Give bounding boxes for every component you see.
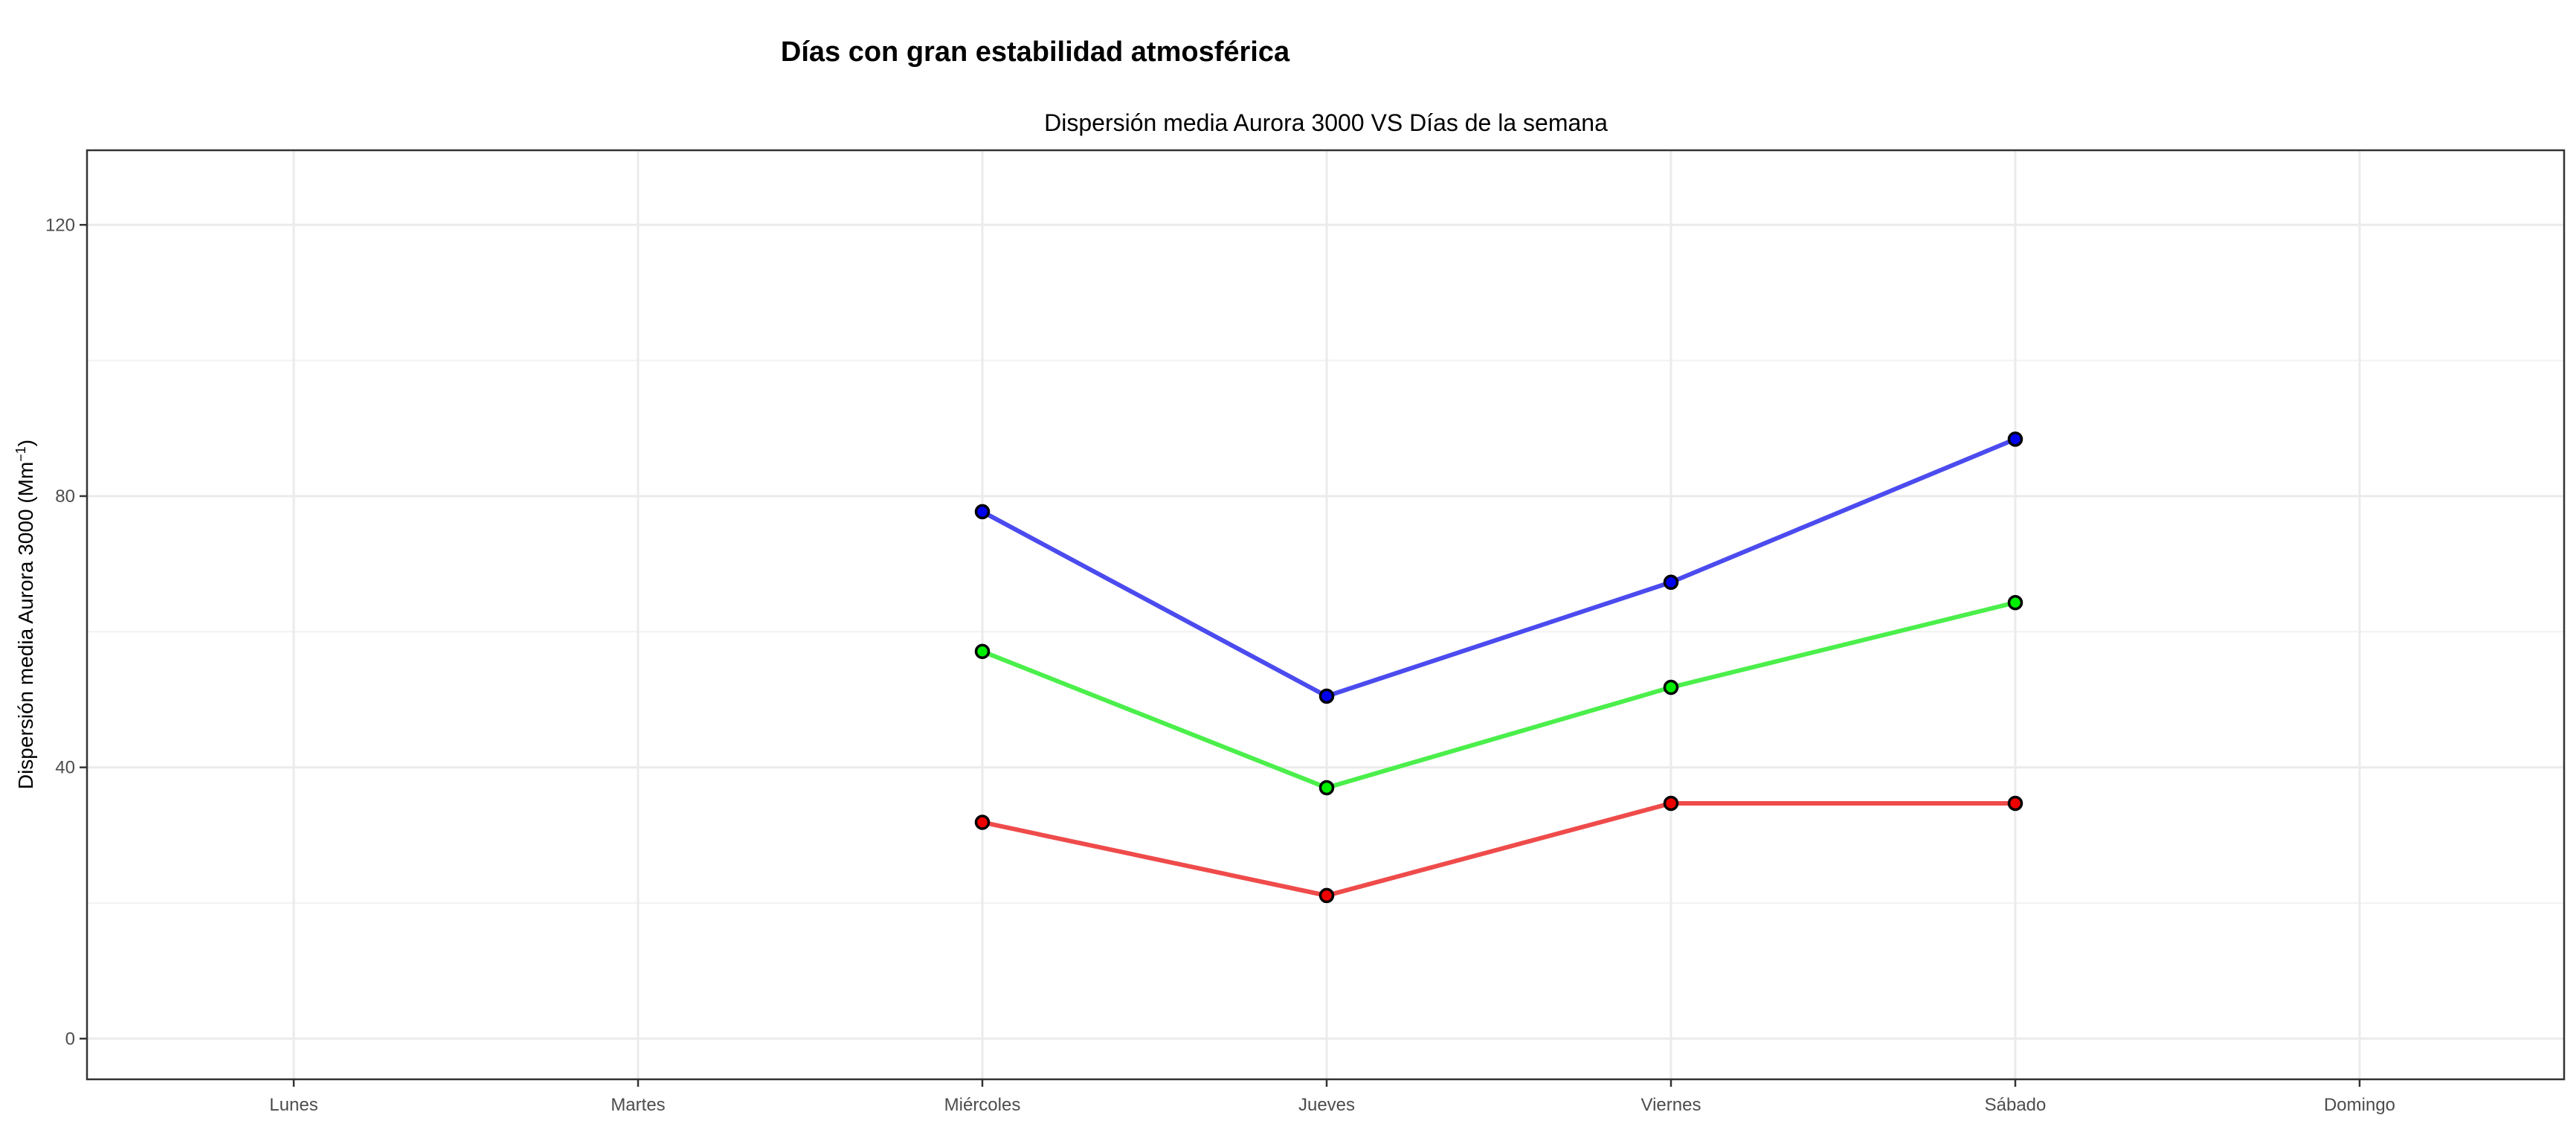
data-point xyxy=(1663,574,1679,590)
data-point xyxy=(1663,795,1679,812)
chart-title: Días con gran estabilidad atmosférica xyxy=(781,36,1290,68)
data-point xyxy=(2007,594,2023,611)
data-point xyxy=(1318,688,1335,704)
data-point xyxy=(1318,887,1335,904)
data-point xyxy=(974,815,991,830)
y-tick-label: 0 xyxy=(65,1029,75,1049)
data-point xyxy=(1663,679,1679,695)
series-line xyxy=(981,600,2016,790)
series-1 xyxy=(974,431,2023,704)
grid-major-lines xyxy=(87,150,2564,1079)
series-3 xyxy=(974,795,2023,904)
x-tick-label: Viernes xyxy=(1641,1095,1701,1115)
y-tick-label: 80 xyxy=(55,486,75,507)
x-tick-label: Sábado xyxy=(1985,1095,2047,1115)
x-tick-label: Miércoles xyxy=(944,1095,1021,1115)
y-tick-label: 40 xyxy=(55,758,75,778)
x-tick-label: Jueves xyxy=(1298,1095,1355,1115)
x-tick-label: Domingo xyxy=(2324,1095,2395,1115)
y-tick-label: 120 xyxy=(45,215,75,235)
data-point xyxy=(1318,780,1335,796)
x-tick-label: Martes xyxy=(611,1095,665,1115)
x-tick-label: Lunes xyxy=(269,1095,318,1115)
data-series xyxy=(974,431,2023,904)
data-point xyxy=(2007,795,2023,812)
plot-panel-border xyxy=(86,149,2566,1081)
data-point xyxy=(974,504,991,520)
series-line xyxy=(982,800,2015,898)
data-point xyxy=(2007,431,2023,447)
series-line xyxy=(981,437,2017,698)
x-axis: Lunes Martes Miércoles Jueves Viernes Sábado D… xyxy=(269,1079,2395,1115)
data-point xyxy=(974,643,991,659)
y-axis: 0 40 80 120 xyxy=(45,215,87,1049)
series-2 xyxy=(974,594,2023,796)
y-axis-label: Dispersión media Aurora 3000 (Mm−1) xyxy=(13,440,37,789)
chart-subtitle: Dispersión media Aurora 3000 VS Días de … xyxy=(1044,109,1608,136)
